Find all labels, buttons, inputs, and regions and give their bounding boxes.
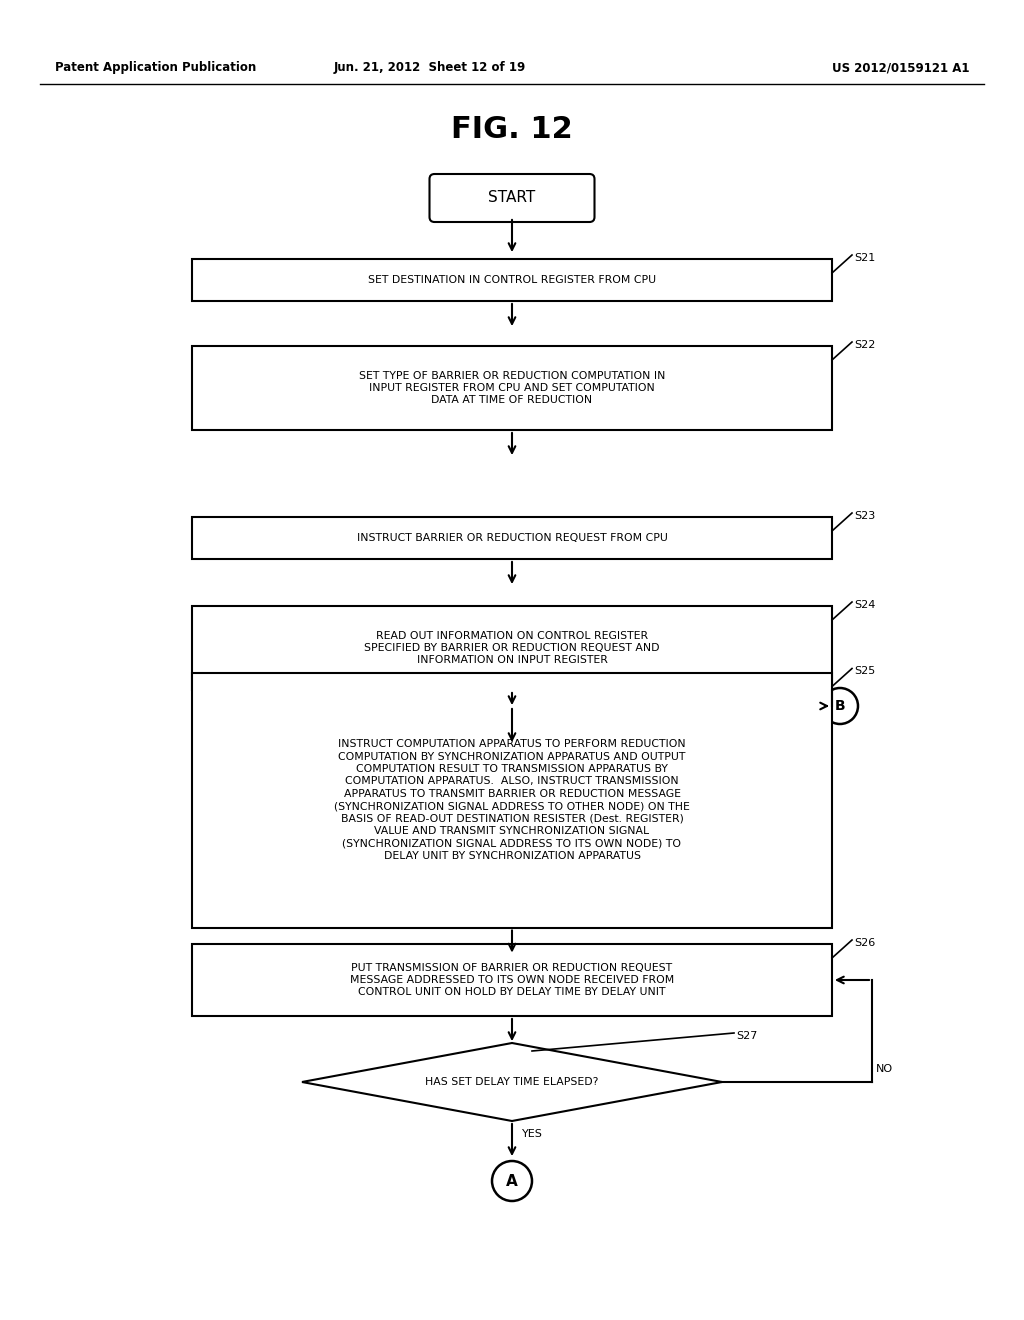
Text: FIG. 12: FIG. 12: [452, 116, 572, 144]
Text: INSTRUCT COMPUTATION APPARATUS TO PERFORM REDUCTION
COMPUTATION BY SYNCHRONIZATI: INSTRUCT COMPUTATION APPARATUS TO PERFOR…: [334, 739, 690, 861]
Text: S24: S24: [854, 601, 876, 610]
Polygon shape: [302, 1043, 722, 1121]
Text: HAS SET DELAY TIME ELAPSED?: HAS SET DELAY TIME ELAPSED?: [425, 1077, 599, 1086]
FancyBboxPatch shape: [193, 672, 831, 928]
Text: SET DESTINATION IN CONTROL REGISTER FROM CPU: SET DESTINATION IN CONTROL REGISTER FROM…: [368, 275, 656, 285]
Text: S27: S27: [736, 1031, 758, 1041]
Text: S26: S26: [854, 939, 876, 948]
Text: PUT TRANSMISSION OF BARRIER OR REDUCTION REQUEST
MESSAGE ADDRESSED TO ITS OWN NO: PUT TRANSMISSION OF BARRIER OR REDUCTION…: [350, 962, 674, 998]
FancyBboxPatch shape: [193, 944, 831, 1016]
Text: A: A: [506, 1173, 518, 1188]
Text: NO: NO: [876, 1064, 893, 1074]
Text: S22: S22: [854, 341, 876, 350]
Text: S21: S21: [854, 253, 876, 263]
Text: SET TYPE OF BARRIER OR REDUCTION COMPUTATION IN
INPUT REGISTER FROM CPU AND SET : SET TYPE OF BARRIER OR REDUCTION COMPUTA…: [358, 371, 666, 405]
Text: START: START: [488, 190, 536, 206]
Text: S25: S25: [854, 667, 876, 676]
Text: INSTRUCT BARRIER OR REDUCTION REQUEST FROM CPU: INSTRUCT BARRIER OR REDUCTION REQUEST FR…: [356, 533, 668, 543]
FancyBboxPatch shape: [193, 259, 831, 301]
Text: READ OUT INFORMATION ON CONTROL REGISTER
SPECIFIED BY BARRIER OR REDUCTION REQUE: READ OUT INFORMATION ON CONTROL REGISTER…: [365, 631, 659, 665]
FancyBboxPatch shape: [193, 606, 831, 690]
Text: US 2012/0159121 A1: US 2012/0159121 A1: [833, 62, 970, 74]
Text: Jun. 21, 2012  Sheet 12 of 19: Jun. 21, 2012 Sheet 12 of 19: [334, 62, 526, 74]
Text: Patent Application Publication: Patent Application Publication: [55, 62, 256, 74]
FancyBboxPatch shape: [193, 346, 831, 430]
Text: YES: YES: [522, 1129, 543, 1139]
FancyBboxPatch shape: [193, 517, 831, 558]
Text: S23: S23: [854, 511, 876, 521]
Text: B: B: [835, 700, 846, 713]
FancyBboxPatch shape: [429, 174, 595, 222]
